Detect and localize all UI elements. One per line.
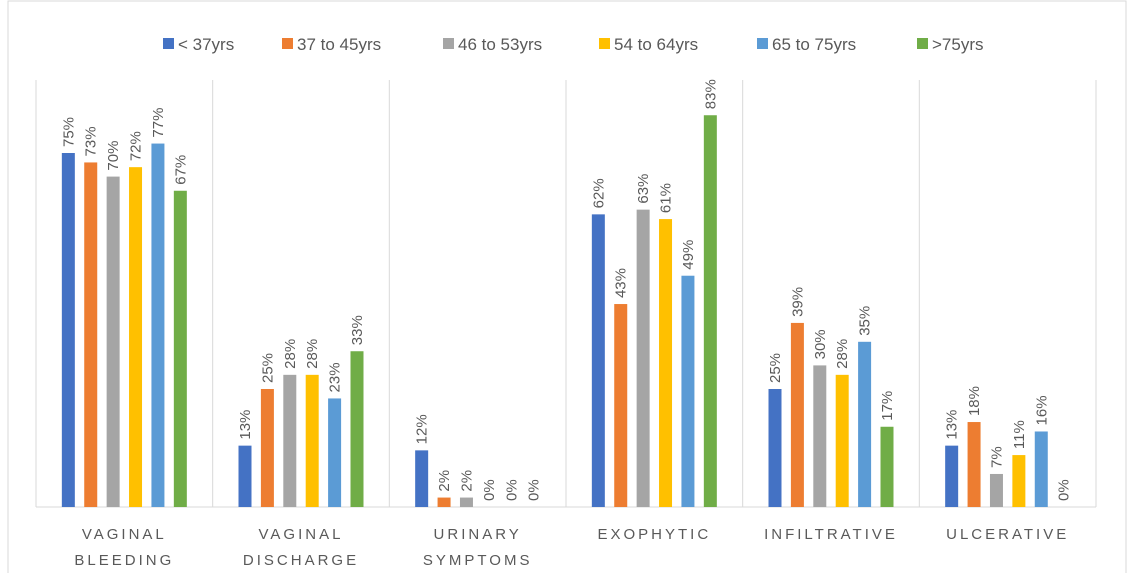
- value-label: 0%: [1056, 479, 1073, 501]
- bar: [437, 497, 451, 507]
- legend-label: 54 to 64yrs: [614, 35, 698, 54]
- bar: [813, 365, 827, 507]
- bar: [238, 445, 252, 507]
- bar: [636, 209, 650, 507]
- bar: [989, 473, 1003, 507]
- x-tick-label: VAGINAL BLEEDING: [74, 526, 174, 569]
- legend-swatch: [599, 38, 610, 49]
- legend-swatch: [757, 38, 768, 49]
- value-label: 28%: [282, 339, 299, 369]
- value-label: 16%: [1033, 395, 1050, 425]
- value-label: 62%: [590, 178, 607, 208]
- value-label: 33%: [349, 315, 366, 345]
- legend-swatch: [163, 38, 174, 49]
- legend-label: < 37yrs: [178, 35, 234, 54]
- chart-border: [7, 0, 1127, 573]
- value-label: 61%: [658, 183, 675, 213]
- bar: [659, 219, 673, 507]
- value-label: 13%: [944, 410, 961, 440]
- value-label: 63%: [635, 174, 652, 204]
- value-label: 49%: [680, 240, 697, 270]
- legend-swatch: [282, 38, 293, 49]
- bar: [1034, 431, 1048, 507]
- x-tick-label: URINARY SYMPTOMS: [423, 526, 533, 569]
- bar: [106, 176, 120, 507]
- bar: [790, 322, 804, 507]
- bar: [967, 422, 981, 507]
- value-label: 43%: [613, 268, 630, 298]
- value-label: 11%: [1011, 420, 1028, 449]
- value-label: 23%: [327, 362, 344, 392]
- x-tick-label: INFILTRATIVE: [764, 526, 898, 543]
- value-label: 30%: [812, 329, 829, 359]
- value-label: 0%: [481, 479, 498, 501]
- bar: [415, 450, 429, 507]
- bar: [614, 304, 628, 507]
- value-label: 25%: [767, 353, 784, 383]
- value-label: 25%: [259, 353, 276, 383]
- x-tick-label: VAGINAL DISCHARGE: [243, 526, 359, 569]
- bar: [61, 153, 75, 507]
- bar: [283, 374, 297, 507]
- value-label: 13%: [237, 410, 254, 440]
- bar: [173, 190, 187, 507]
- value-label: 75%: [60, 117, 77, 147]
- legend-label: >75yrs: [932, 35, 984, 54]
- bar: [84, 162, 98, 507]
- value-label: 35%: [857, 306, 874, 336]
- value-label: 7%: [988, 446, 1005, 468]
- legend-swatch: [443, 38, 454, 49]
- value-label: 0%: [503, 479, 520, 501]
- bar: [459, 497, 473, 507]
- legend-label: 37 to 45yrs: [297, 35, 381, 54]
- legend-swatch: [917, 38, 928, 49]
- value-label: 18%: [966, 386, 983, 416]
- bar: [305, 374, 319, 507]
- x-tick-label: EXOPHYTIC: [597, 526, 711, 543]
- bar: [350, 351, 364, 507]
- bar: [1012, 455, 1026, 507]
- value-label: 39%: [789, 287, 806, 317]
- value-label: 28%: [304, 339, 321, 369]
- value-label: 17%: [879, 391, 896, 421]
- value-label: 0%: [526, 479, 543, 501]
- legend-label: 46 to 53yrs: [458, 35, 542, 54]
- legend-label: 65 to 75yrs: [772, 35, 856, 54]
- bar: [835, 374, 849, 507]
- bar: [591, 214, 605, 508]
- value-label: 77%: [150, 108, 167, 138]
- value-label: 67%: [172, 155, 189, 185]
- value-label: 28%: [834, 339, 851, 369]
- bar: [703, 115, 717, 508]
- bar: [328, 398, 342, 507]
- value-label: 73%: [83, 126, 100, 156]
- bar: [681, 275, 695, 507]
- value-label: 2%: [436, 470, 453, 492]
- value-label: 2%: [458, 470, 475, 492]
- bar: [260, 389, 274, 507]
- value-label: 12%: [414, 414, 431, 444]
- value-label: 70%: [105, 141, 122, 171]
- bar: [768, 389, 782, 507]
- bar: [858, 341, 872, 507]
- bar: [880, 426, 894, 507]
- x-tick-label: ULCERATIVE: [946, 526, 1069, 543]
- bar: [129, 167, 143, 507]
- value-label: 72%: [128, 131, 145, 161]
- value-label: 83%: [702, 79, 719, 109]
- bar: [945, 445, 959, 507]
- bar: [151, 143, 165, 507]
